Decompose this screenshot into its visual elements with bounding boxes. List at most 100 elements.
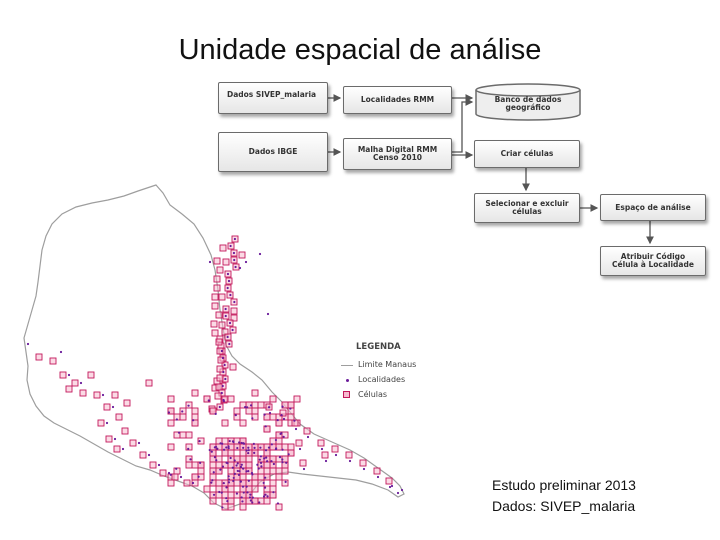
box-atribuir-codigo-label: Atribuir Código Célula à Localidade: [612, 252, 694, 269]
locality: [26, 342, 30, 346]
locality: [262, 481, 265, 485]
locality: [263, 413, 266, 416]
locality: [245, 485, 248, 488]
locality: [228, 342, 231, 346]
locality: [213, 456, 217, 459]
locality: [79, 381, 83, 385]
locality: [240, 463, 243, 466]
note-line-1: Estudo preliminar 2013: [492, 477, 636, 493]
locality: [211, 479, 214, 482]
locality: [232, 251, 236, 255]
locality: [224, 307, 227, 311]
cell: [209, 407, 217, 415]
locality: [229, 293, 232, 297]
locality: [236, 469, 239, 473]
locality: [239, 480, 242, 483]
cell: [385, 477, 393, 485]
locality: [221, 506, 224, 509]
locality: [247, 449, 250, 452]
locality: [232, 479, 235, 483]
locality: [233, 472, 236, 475]
cell: [167, 479, 175, 487]
locality: [113, 437, 117, 441]
legend-item-localidades: Localidades: [340, 372, 416, 387]
box-dados-sivep: Dados SIVEP_malaria: [218, 82, 328, 114]
page-title: Unidade espacial de análise: [178, 34, 542, 66]
locality: [223, 363, 226, 367]
locality: [227, 478, 231, 481]
locality: [256, 463, 259, 466]
cell: [221, 491, 229, 499]
cell: [275, 473, 283, 481]
cell: [227, 503, 235, 511]
locality: [238, 441, 241, 444]
locality: [247, 451, 250, 455]
cell: [239, 401, 247, 409]
cell: [359, 459, 367, 467]
cell: [167, 395, 175, 403]
locality: [233, 300, 236, 304]
locality: [212, 493, 216, 496]
locality: [208, 448, 211, 452]
cell: [281, 401, 289, 409]
cell: [287, 449, 295, 457]
cell: [35, 353, 43, 361]
locality: [264, 493, 267, 496]
box-dados-ibge-label: Dados IBGE: [248, 147, 298, 157]
locality: [294, 427, 298, 431]
cell: [185, 431, 193, 439]
cell: [269, 467, 277, 475]
cell: [215, 338, 223, 346]
cell: [215, 479, 223, 487]
locality: [334, 453, 338, 457]
locality: [263, 457, 266, 460]
database-cylinder-icon: [475, 83, 581, 121]
cell: [230, 314, 238, 322]
locality: [249, 499, 252, 502]
locality: [324, 459, 328, 463]
cell: [218, 293, 226, 301]
box-dados-ibge: Dados IBGE: [218, 132, 328, 172]
cell: [203, 395, 211, 403]
cell: [59, 371, 67, 379]
locality: [253, 446, 256, 449]
cell: [216, 266, 224, 274]
locality: [245, 449, 248, 452]
cell: [203, 485, 211, 493]
locality: [220, 491, 223, 494]
locality: [222, 448, 226, 451]
cell: [79, 389, 87, 397]
locality: [219, 442, 222, 445]
locality: [215, 459, 218, 462]
cell: [263, 425, 271, 433]
locality: [235, 492, 239, 495]
box-localidades-rmm: Localidades RMM: [343, 86, 452, 114]
locality: [274, 447, 278, 451]
cell: [257, 401, 265, 409]
cell: [145, 379, 153, 387]
cell: [215, 461, 223, 469]
cell: [105, 435, 113, 443]
cell: [269, 437, 277, 445]
cell: [216, 374, 224, 382]
locality: [302, 467, 306, 471]
locality: [281, 448, 284, 451]
cell: [191, 407, 199, 415]
cell: [239, 449, 247, 457]
cell: [215, 455, 223, 463]
locality: [258, 501, 261, 504]
cell: [269, 485, 277, 493]
locality: [246, 491, 249, 494]
locality: [259, 455, 263, 458]
locality: [221, 442, 224, 445]
locality: [270, 460, 273, 463]
locality: [224, 314, 227, 318]
locality: [222, 481, 225, 485]
locality: [101, 393, 105, 397]
locality: [234, 265, 237, 269]
locality: [224, 377, 227, 381]
cell: [217, 356, 225, 364]
cell: [215, 383, 223, 391]
cell: [191, 413, 199, 421]
locality: [229, 456, 232, 460]
